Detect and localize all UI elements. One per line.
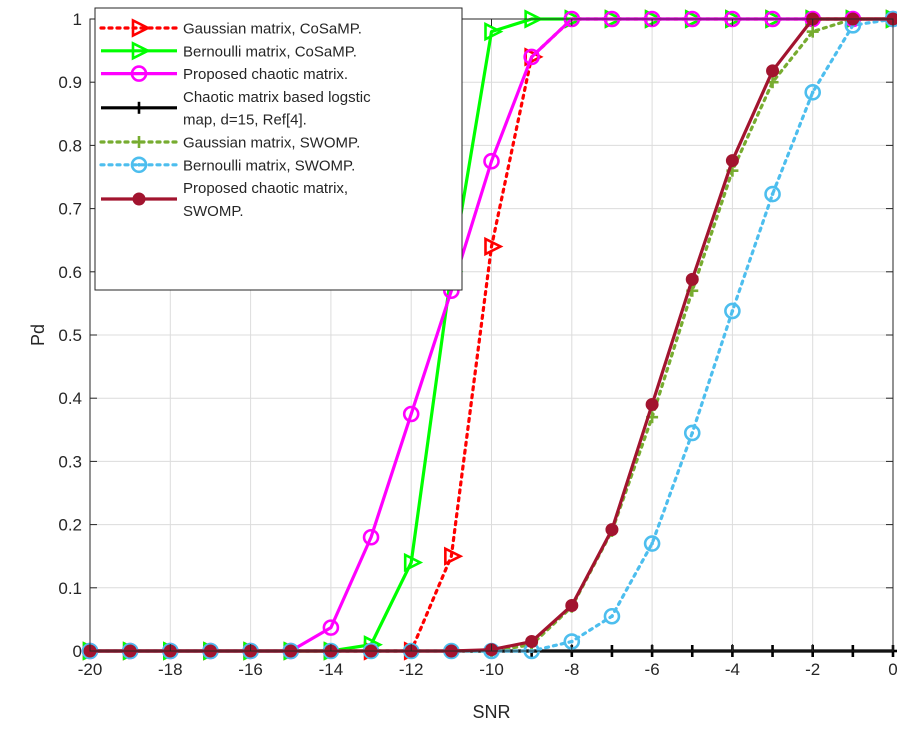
legend-label: Proposed chaotic matrix. — [183, 66, 348, 83]
legend: Gaussian matrix, CoSaMP. Bernoulli matrix… — [94, 7, 463, 291]
series-3-point-12 — [523, 48, 540, 66]
series-6-point-15 — [643, 535, 661, 552]
y-tick-label: 0 — [73, 642, 82, 661]
series-6-point-16-center — [690, 431, 695, 435]
legend-swatch-marker — [130, 156, 148, 174]
x-tick-label: -6 — [645, 660, 660, 679]
y-tick-label: 0.9 — [58, 73, 82, 92]
series-3-point-8 — [362, 528, 380, 546]
legend-swatch-marker — [131, 41, 151, 61]
series-7-point-12 — [525, 635, 539, 649]
x-tick-label: -2 — [805, 660, 820, 679]
legend-label: SWOMP. — [183, 203, 244, 220]
series-6-point-18 — [764, 185, 781, 203]
legend-label: Proposed chaotic matrix, — [183, 180, 348, 197]
legend-swatch-marker — [130, 65, 148, 82]
series-7-point-13 — [565, 598, 579, 612]
series-6-point-14-center — [610, 614, 614, 619]
legend-item-4: Chaotic matrix based logstic map, d=15, … — [101, 89, 371, 129]
y-tick-label: 0.2 — [58, 516, 82, 535]
series-7-point-15 — [645, 398, 659, 412]
y-tick-label: 1 — [73, 10, 82, 29]
legend-item-6: Bernoulli matrix, SWOMP. — [99, 156, 355, 174]
series-6-point-16 — [683, 424, 701, 442]
series-6-point-17 — [724, 302, 741, 320]
legend-label: Bernoulli matrix, SWOMP. — [183, 157, 355, 174]
x-tick-label: -8 — [564, 660, 579, 679]
y-tick-label: 0.8 — [58, 136, 82, 155]
series-3-point-9 — [402, 405, 420, 423]
y-tick-label: 0.3 — [58, 452, 82, 471]
series-1-point-10 — [444, 546, 464, 566]
x-tick-label: -4 — [725, 660, 740, 679]
x-axis-label: SNR — [472, 702, 510, 722]
legend-item-2: Bernoulli matrix, CoSaMP. — [101, 41, 357, 61]
series-3-point-7 — [322, 619, 340, 636]
series-2-point-11 — [484, 22, 504, 42]
x-tick-label: -10 — [479, 660, 504, 679]
series-6-point-18-center — [770, 192, 775, 196]
series-1-point-11 — [484, 236, 504, 257]
series-7-point-14 — [605, 523, 619, 537]
series-6-point-19 — [804, 84, 822, 101]
y-axis-label: Pd — [28, 324, 48, 346]
x-tick-label: -12 — [399, 660, 424, 679]
series-6-point-14 — [603, 607, 621, 625]
x-tick-label: -18 — [158, 660, 183, 679]
x-tick-label: -16 — [238, 660, 263, 679]
legend-item-1: Gaussian matrix, CoSaMP. — [99, 18, 362, 38]
x-tick-label: 0 — [888, 660, 897, 679]
y-tick-label: 0.7 — [58, 200, 82, 219]
legend-label: Bernoulli matrix, CoSaMP. — [183, 43, 357, 60]
legend-label: map, d=15, Ref[4]. — [183, 112, 307, 129]
series-7-point-16 — [685, 272, 699, 286]
y-tick-label: 0.6 — [58, 263, 82, 282]
legend-swatch-marker-center — [137, 163, 141, 167]
series-6-point-19-center — [810, 90, 815, 95]
y-tick-label: 0.5 — [58, 326, 82, 345]
legend-label: Chaotic matrix based logstic — [183, 89, 371, 106]
legend-label: Gaussian matrix, CoSaMP. — [183, 21, 362, 38]
legend-swatch-marker — [132, 192, 146, 206]
legend-item-3: Proposed chaotic matrix. — [101, 65, 348, 83]
series-6-point-15-center — [650, 541, 654, 546]
series-6-point-17-center — [730, 309, 735, 313]
series-7-point-17 — [725, 154, 739, 168]
series-2-point-9 — [403, 552, 424, 573]
legend-box — [94, 7, 463, 291]
legend-swatch-marker — [131, 18, 151, 38]
y-tick-label: 0.4 — [58, 389, 82, 408]
ticks: -20 -18 -16 -14 -12 -10 -8 -6 -4 -2 000.10.20.30.4… — [58, 10, 897, 679]
series-6-point-13-center — [570, 639, 574, 644]
legend-item-7: Proposed chaotic matrix, SWOMP. — [101, 180, 348, 220]
y-tick-label: 0.1 — [58, 579, 82, 598]
legend-item-5: Gaussian matrix, SWOMP. — [99, 135, 360, 152]
x-tick-label: -20 — [78, 660, 103, 679]
legend-label: Gaussian matrix, SWOMP. — [183, 135, 360, 152]
series-3-point-11 — [483, 152, 500, 170]
series-7-point-18 — [766, 64, 780, 78]
x-tick-label: -14 — [319, 660, 344, 679]
series-1-line — [88, 17, 895, 653]
